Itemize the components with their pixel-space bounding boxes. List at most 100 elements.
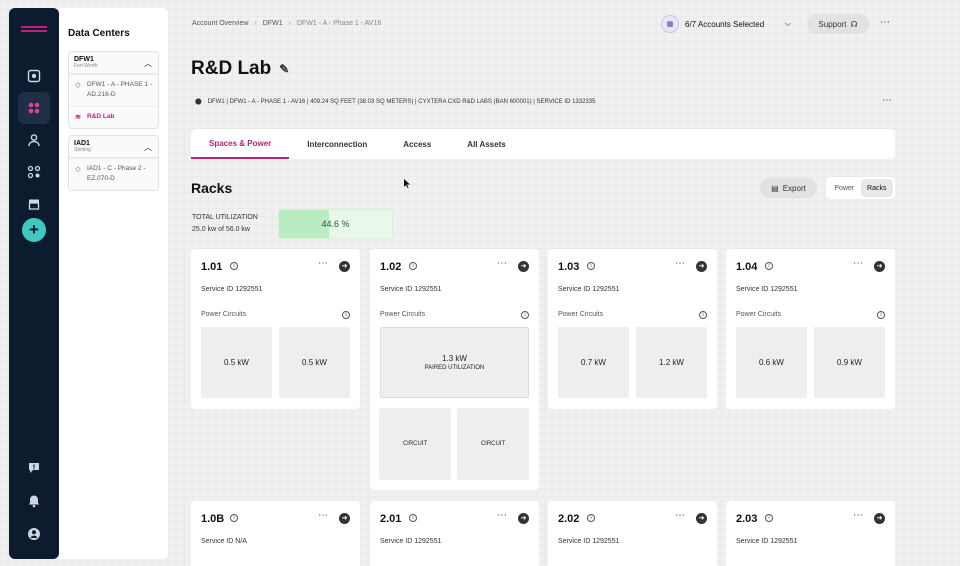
dc-group-header[interactable]: IAD1 Sterling ︿	[69, 136, 158, 158]
info-icon[interactable]: i	[699, 311, 707, 319]
arrow-right-icon[interactable]: ➜	[339, 261, 350, 272]
dc-group-header[interactable]: DFW1 Fort Worth ︿	[69, 52, 158, 74]
rack-card[interactable]: 2.01 i ⋯ ➜ Service ID 1292551	[370, 501, 539, 566]
tab-access[interactable]: Access	[403, 139, 432, 149]
support-button[interactable]: Support ☊	[807, 14, 869, 34]
info-icon[interactable]: i	[765, 514, 773, 522]
service-id: Service ID 1292551	[558, 286, 620, 293]
dc-item[interactable]: ◇ IAD1 - C - Phase 2 - EZ.070-D	[69, 158, 158, 190]
data-centers-panel: Data Centers DFW1 Fort Worth ︿ ◇ DFW1 - …	[59, 8, 168, 559]
power-circuit-box[interactable]: 1.2 kW	[636, 327, 707, 398]
store-icon[interactable]	[18, 188, 50, 220]
arrow-right-icon[interactable]: ➜	[696, 513, 707, 524]
utilization-sub: 25.0 kw of 56.0 kw	[192, 225, 250, 233]
circuit-label: CIRCUIT	[480, 441, 506, 447]
circuit-box[interactable]: CIRCUIT	[379, 408, 451, 480]
rack-number: 2.01	[380, 513, 402, 525]
service-id: Service ID 1292551	[736, 286, 798, 293]
arrow-right-icon[interactable]: ➜	[518, 513, 529, 524]
power-circuit-box[interactable]: 0.5 kW	[201, 327, 272, 398]
more-options-icon[interactable]: ⋯	[497, 258, 507, 269]
export-label: Export	[782, 183, 806, 193]
service-id: Service ID 1292551	[736, 538, 798, 545]
info-icon[interactable]: i	[587, 514, 595, 522]
location-info-text: DFW1 | DFW1 - A - PHASE 1 - AV16 | 409.2…	[207, 98, 596, 105]
service-id: Service ID 1292551	[380, 538, 442, 545]
tab-spaces-power[interactable]: Spaces & Power	[191, 129, 290, 159]
more-options-icon[interactable]: ⋯	[853, 258, 863, 269]
rack-card[interactable]: 1.04 i ⋯ ➜ Service ID 1292551 Power Circuits i…	[726, 249, 895, 409]
apps-icon[interactable]	[18, 92, 50, 124]
brand-logo[interactable]	[21, 26, 47, 36]
power-circuits-label: Power Circuits	[201, 311, 247, 318]
circuit-box[interactable]: CIRCUIT	[457, 408, 529, 480]
chevron-up-icon[interactable]: ︿	[144, 143, 152, 152]
toggle-power[interactable]: Power	[834, 184, 855, 192]
service-id: Service ID 1292551	[380, 286, 442, 293]
info-icon[interactable]: i	[409, 262, 417, 270]
racks-heading: Racks	[191, 180, 233, 196]
power-circuit-box[interactable]: 0.9 kW	[814, 327, 885, 398]
rack-card[interactable]: 1.03 i ⋯ ➜ Service ID 1292551 Power Circuits i…	[548, 249, 717, 409]
rack-number: 1.04	[736, 261, 758, 273]
power-circuit-box[interactable]: 0.7 kW	[558, 327, 629, 398]
edit-icon[interactable]: ✎	[279, 62, 290, 76]
power-value: 0.7 kW	[581, 358, 606, 367]
bell-icon[interactable]	[18, 485, 50, 517]
location-pin-icon: ⬤	[195, 99, 202, 105]
power-circuit-box[interactable]: 0.6 kW	[736, 327, 807, 398]
dc-group-code: IAD1	[74, 140, 90, 147]
more-options-icon[interactable]: ⋯	[318, 258, 328, 269]
info-icon[interactable]: i	[342, 311, 350, 319]
rack-card[interactable]: 1.0B i ⋯ ➜ Service ID N/A	[191, 501, 360, 566]
arrow-right-icon[interactable]: ➜	[339, 513, 350, 524]
more-options-icon[interactable]: ⋯	[675, 258, 685, 269]
profile-icon[interactable]	[18, 518, 50, 550]
arrow-right-icon[interactable]: ➜	[874, 261, 885, 272]
page-title: R&D Lab ✎	[191, 58, 289, 80]
rack-card[interactable]: 2.02 i ⋯ ➜ Service ID 1292551	[548, 501, 717, 566]
chat-icon[interactable]	[18, 452, 50, 484]
more-options-icon[interactable]: ⋯	[675, 510, 685, 521]
info-icon[interactable]: i	[765, 262, 773, 270]
info-icon[interactable]: i	[587, 262, 595, 270]
utilization-value: 44.6 %	[321, 219, 350, 229]
dc-item[interactable]: ◇ DFW1 - A - PHASE 1 - AD.216-D	[69, 74, 158, 106]
dashboard-icon[interactable]	[18, 60, 50, 92]
breadcrumb-link[interactable]: DFW1	[262, 20, 283, 27]
rack-card[interactable]: 2.03 i ⋯ ➜ Service ID 1292551	[726, 501, 895, 566]
info-icon[interactable]: i	[230, 514, 238, 522]
location-info: ⬤ DFW1 | DFW1 - A - PHASE 1 - AV16 | 409…	[195, 98, 596, 106]
more-options-icon[interactable]: ⋯	[497, 510, 507, 521]
tab-interconnection[interactable]: Interconnection	[307, 139, 368, 149]
rack-card[interactable]: 1.02 i ⋯ ➜ Service ID 1292551 Power Circuits i…	[370, 249, 539, 490]
power-circuit-box[interactable]: 0.5 kW	[279, 327, 350, 398]
add-button[interactable]: +	[22, 218, 46, 242]
info-icon[interactable]: i	[521, 311, 529, 319]
toggle-racks[interactable]: Racks	[860, 179, 893, 197]
layers-icon: ≋	[75, 113, 81, 121]
info-icon[interactable]: i	[230, 262, 238, 270]
dc-item-label: IAD1 - C - Phase 2 - EZ.070-D	[87, 165, 146, 183]
tab-all-assets[interactable]: All Assets	[467, 139, 506, 149]
breadcrumb-link[interactable]: Account Overview	[192, 20, 249, 27]
more-options-icon[interactable]: ⋯	[853, 510, 863, 521]
more-options-icon[interactable]: ⋯	[880, 17, 891, 28]
page-more-options-icon[interactable]: ⋯	[882, 95, 893, 106]
arrow-right-icon[interactable]: ➜	[518, 261, 529, 272]
more-options-icon[interactable]: ⋯	[318, 510, 328, 521]
user-icon[interactable]	[18, 124, 50, 156]
account-selector-label: 6/7 Accounts Selected	[685, 19, 765, 29]
export-button[interactable]: ▤ Export	[760, 178, 817, 198]
network-icon[interactable]	[18, 156, 50, 188]
info-icon[interactable]: i	[409, 514, 417, 522]
arrow-right-icon[interactable]: ➜	[696, 261, 707, 272]
info-icon[interactable]: i	[877, 311, 885, 319]
dc-item-selected[interactable]: ≋ R&D Lab	[69, 105, 158, 128]
diamond-icon: ◇	[75, 166, 81, 173]
rack-card[interactable]: 1.01 i ⋯ ➜ Service ID 1292551 Power Circuits i…	[191, 249, 360, 409]
account-selector[interactable]: ▦ 6/7 Accounts Selected ⌵	[659, 14, 799, 34]
arrow-right-icon[interactable]: ➜	[874, 513, 885, 524]
chevron-up-icon[interactable]: ︿	[144, 59, 152, 68]
paired-utilization-box[interactable]: 1.3 kW PAIRED UTILIZATION	[380, 327, 529, 398]
